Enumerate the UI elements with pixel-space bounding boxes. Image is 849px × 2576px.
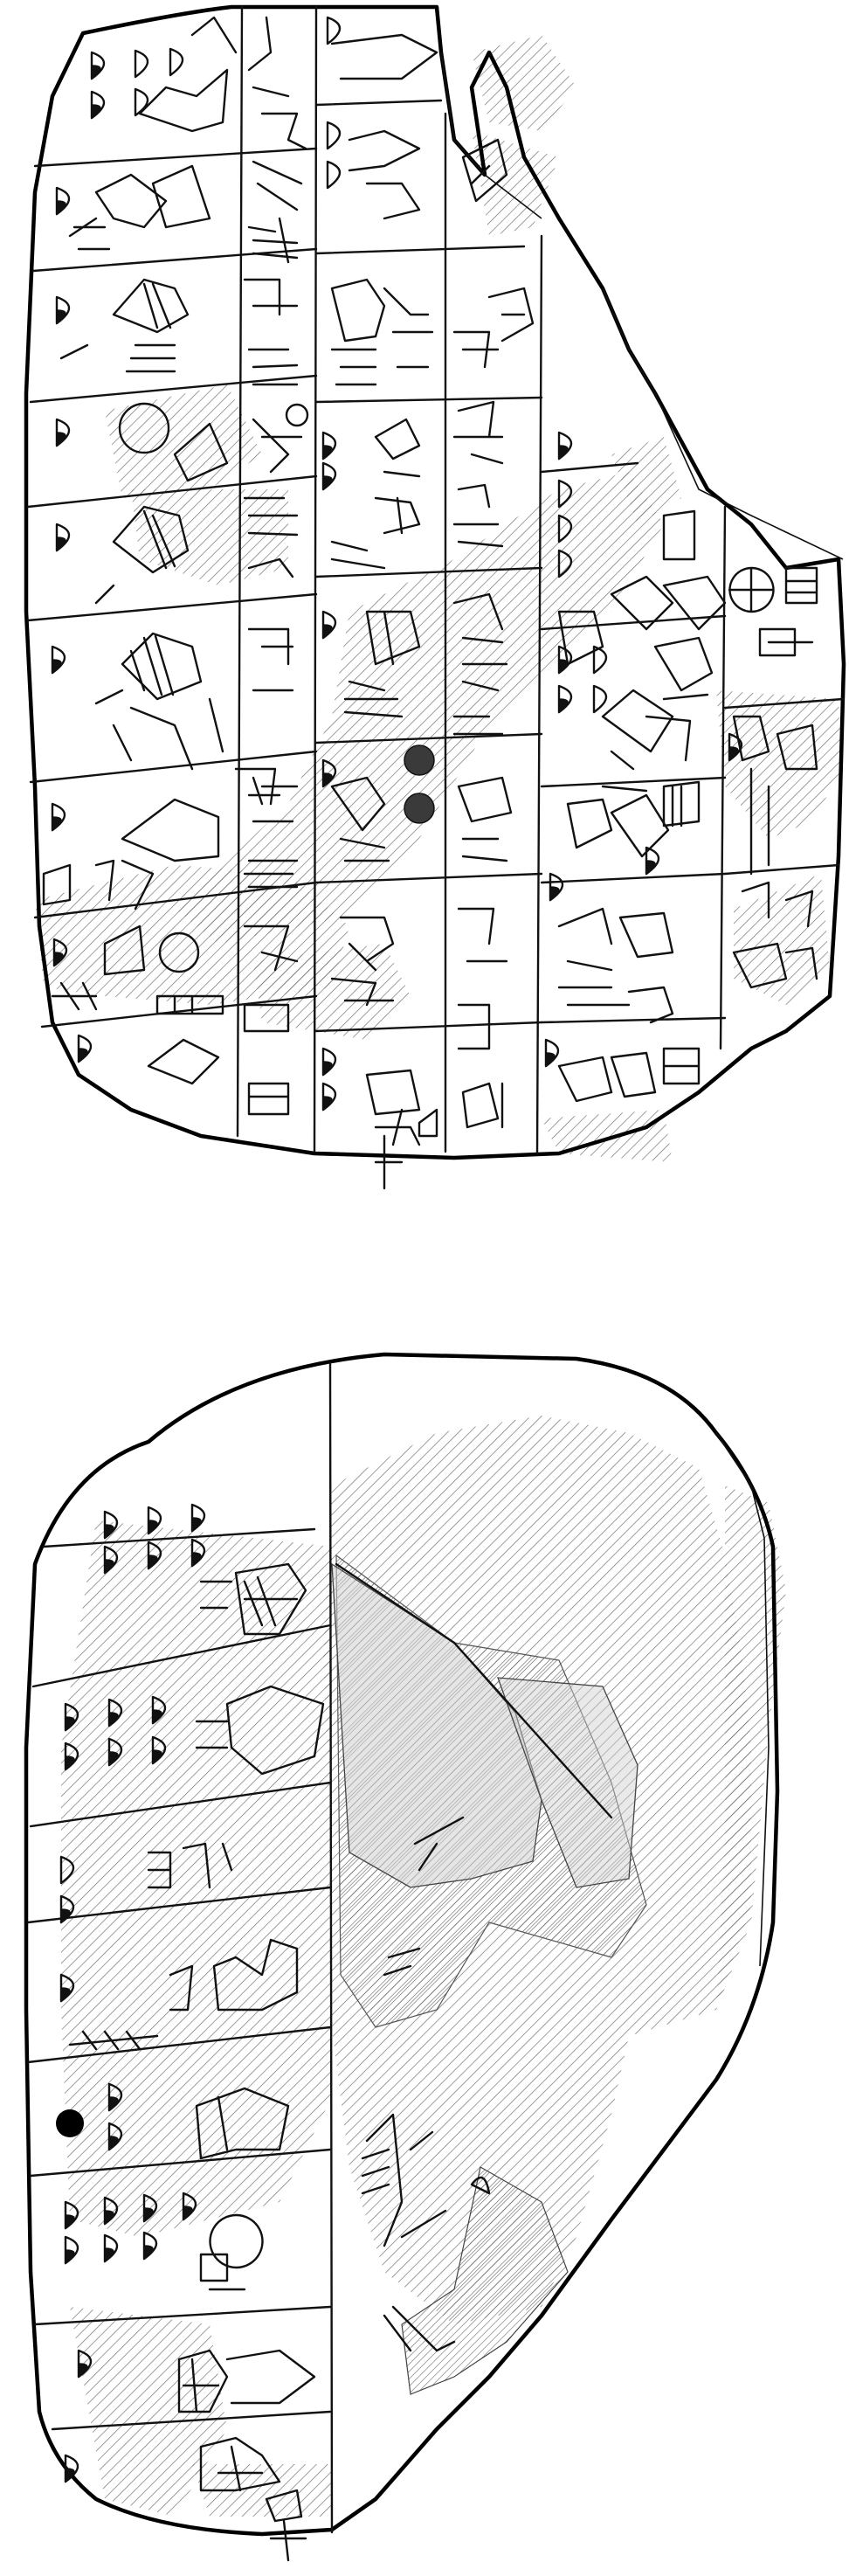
obverse-numerals xyxy=(51,16,743,1111)
reverse-damage xyxy=(61,1416,786,2517)
reverse-round-numeral xyxy=(56,2109,84,2137)
obverse-rulings xyxy=(26,5,845,1155)
reverse-signs xyxy=(68,1562,491,2562)
reverse-numerals xyxy=(59,1503,206,2483)
reverse-outline xyxy=(24,1352,780,2537)
obverse-signs xyxy=(42,16,818,1190)
reverse-rulings xyxy=(26,1361,613,2534)
obverse-hole-1 xyxy=(404,744,435,776)
reverse-view xyxy=(24,1352,786,2562)
obverse-hole-2 xyxy=(404,793,435,824)
obverse-view xyxy=(24,4,846,1190)
